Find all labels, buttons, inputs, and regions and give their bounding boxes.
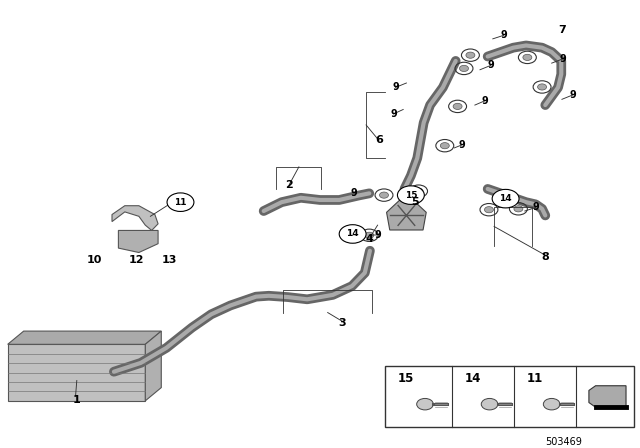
Polygon shape — [112, 206, 158, 230]
Polygon shape — [8, 345, 145, 401]
Text: 9: 9 — [390, 109, 397, 119]
Text: 10: 10 — [87, 254, 102, 265]
Text: 503469: 503469 — [546, 437, 582, 447]
Text: 6: 6 — [375, 135, 383, 146]
Circle shape — [538, 84, 547, 90]
Text: 14: 14 — [499, 194, 512, 203]
Text: 15: 15 — [404, 190, 417, 200]
Circle shape — [481, 398, 498, 410]
Circle shape — [543, 398, 560, 410]
Text: 15: 15 — [397, 372, 414, 385]
Circle shape — [417, 398, 433, 410]
Circle shape — [453, 103, 462, 109]
Text: 2: 2 — [285, 180, 293, 190]
Text: 9: 9 — [570, 90, 576, 100]
Circle shape — [460, 65, 468, 72]
Circle shape — [523, 54, 532, 60]
Text: 9: 9 — [482, 96, 488, 106]
Text: 3: 3 — [339, 318, 346, 328]
Text: 12: 12 — [129, 254, 144, 265]
Circle shape — [339, 225, 366, 243]
Text: 9: 9 — [392, 82, 399, 92]
Text: 4: 4 — [366, 234, 374, 244]
Text: 14: 14 — [346, 229, 359, 238]
Text: 9: 9 — [532, 202, 539, 212]
Circle shape — [484, 207, 493, 213]
Circle shape — [397, 186, 424, 204]
Polygon shape — [589, 386, 626, 407]
Text: 7: 7 — [558, 25, 566, 35]
FancyBboxPatch shape — [385, 366, 634, 427]
Circle shape — [167, 193, 194, 211]
Text: 5: 5 — [411, 197, 419, 207]
Text: 14: 14 — [465, 372, 481, 385]
Circle shape — [380, 192, 388, 198]
Circle shape — [440, 142, 449, 149]
Polygon shape — [145, 331, 161, 401]
Text: 13: 13 — [162, 254, 177, 265]
Polygon shape — [118, 230, 158, 253]
Polygon shape — [8, 331, 161, 345]
Text: 9: 9 — [459, 140, 465, 150]
Text: 9: 9 — [351, 188, 357, 198]
Circle shape — [365, 232, 374, 238]
Circle shape — [492, 190, 519, 208]
Text: 11: 11 — [527, 372, 543, 385]
Circle shape — [466, 52, 475, 58]
Text: 11: 11 — [174, 198, 187, 207]
Text: 9: 9 — [500, 30, 507, 40]
Text: 1: 1 — [73, 395, 81, 405]
Circle shape — [514, 206, 523, 212]
Polygon shape — [387, 200, 426, 230]
Text: 9: 9 — [374, 230, 381, 240]
Text: 9: 9 — [560, 54, 566, 64]
Text: 8: 8 — [541, 252, 549, 262]
Circle shape — [414, 188, 423, 194]
Text: 9: 9 — [488, 60, 494, 70]
